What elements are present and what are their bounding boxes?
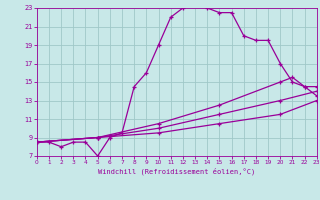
X-axis label: Windchill (Refroidissement éolien,°C): Windchill (Refroidissement éolien,°C) [98,168,255,175]
